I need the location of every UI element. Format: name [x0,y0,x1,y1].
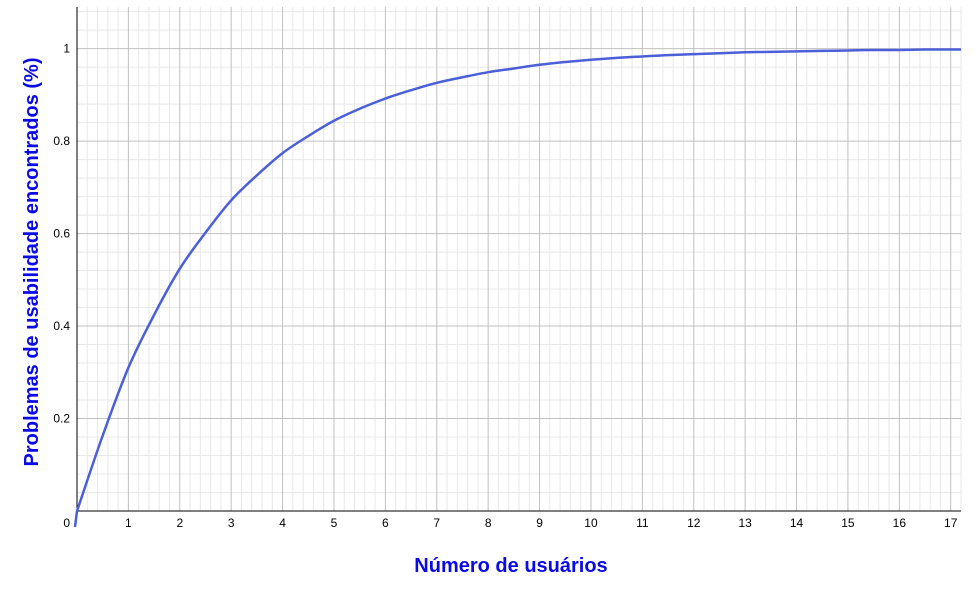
y-tick-label: 1 [63,42,70,56]
x-tick-label: 16 [893,516,907,530]
x-tick-label: 14 [790,516,804,530]
x-tick-label: 2 [176,516,183,530]
y-tick-label: 0.2 [53,412,70,426]
grid-minor [77,7,962,511]
x-tick-label: 6 [382,516,389,530]
x-tick-label: 4 [279,516,286,530]
x-tick-label: 3 [228,516,235,530]
x-tick-label: 17 [944,516,958,530]
x-tick-label: 13 [738,516,752,530]
y-axis-title: Problemas de usabilidade encontrados (%) [21,58,43,467]
x-tick-label: 11 [636,516,649,530]
x-tick-label: 12 [687,516,701,530]
x-tick-label: 8 [485,516,492,530]
x-tick-label: 1 [125,516,132,530]
x-axis-title: Número de usuários [414,555,607,577]
y-tick-label: 0.4 [53,319,70,333]
y-tick-label: 0.8 [53,134,70,148]
x-tick-labels: 0 1 2 3 4 5 6 7 8 9 10 11 12 13 14 15 16 17 [63,516,957,530]
x-tick-label: 10 [584,516,598,530]
x-tick-label: 7 [433,516,440,530]
y-tick-label: 0.6 [53,227,70,241]
series-line [73,48,961,528]
x-tick-label: 9 [536,516,543,530]
x-tick-label: 5 [331,516,338,530]
x-tick-label: 15 [841,516,855,530]
grid-major [77,7,961,511]
y-tick-labels: 0.2 0.4 0.6 0.8 1 [53,42,70,426]
x-tick-label: 0 [63,516,70,530]
